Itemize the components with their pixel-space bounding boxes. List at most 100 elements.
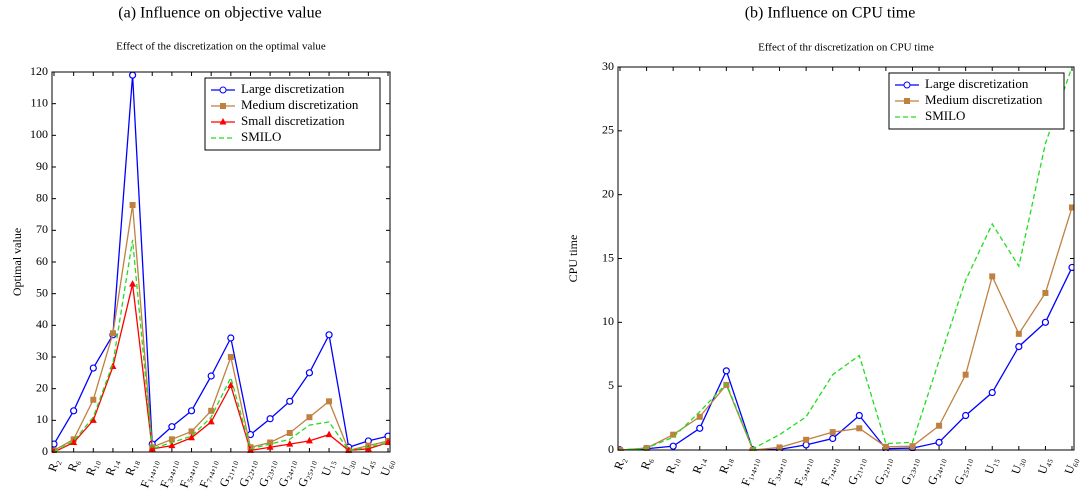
marker (70, 407, 78, 415)
x-tick-label: F₁,₄,₁₀ (738, 455, 761, 487)
x-tick-label: U₃₀ (338, 457, 357, 478)
x-tick-label: R₁₄ (689, 455, 708, 475)
marker (776, 444, 783, 451)
marker (89, 364, 97, 372)
x-tick-label: U₆₀ (1061, 455, 1080, 476)
marker (962, 411, 970, 420)
plot-frame (617, 66, 1075, 451)
marker (1015, 330, 1022, 337)
y-tick-label: 0 (42, 444, 48, 458)
marker (305, 369, 314, 377)
caption: (a) Influence on objective value (118, 5, 321, 22)
legend-label: Medium discretization (925, 92, 1043, 107)
x-tick-label: U₁₅ (318, 457, 337, 478)
marker (618, 447, 623, 451)
marker (803, 436, 810, 443)
x-tick-label: G₂₄,₁₀ (925, 455, 948, 486)
series-line (53, 239, 389, 453)
y-axis-label: CPU time (566, 235, 580, 283)
x-tick-label: R₂ (611, 455, 628, 471)
x-tick-label: R₁₀ (83, 457, 102, 477)
marker (207, 372, 215, 380)
marker (109, 362, 117, 369)
legend-marker (904, 98, 910, 104)
marker (168, 423, 176, 431)
y-tick-label: 20 (36, 380, 48, 394)
x-tick-label: R₆ (638, 455, 655, 471)
y-tick-label: 10 (602, 314, 614, 328)
marker (306, 414, 313, 421)
marker (187, 407, 196, 415)
marker (267, 439, 274, 446)
marker (325, 430, 333, 438)
marker (286, 397, 294, 405)
marker (188, 433, 196, 441)
x-tick-label: U₃₀ (1008, 455, 1027, 476)
y-tick-label: 30 (602, 59, 614, 73)
x-tick-label: G₂₅,₁₀ (951, 455, 974, 486)
marker (856, 425, 863, 432)
legend-marker (220, 103, 226, 109)
y-tick-label: 0 (608, 442, 614, 456)
series-line (619, 66, 1073, 451)
y-tick-label: 10 (36, 412, 48, 426)
chart-title: Effect of the discretization on the opti… (116, 41, 326, 53)
x-tick-label: R₁₈ (122, 457, 141, 477)
marker (936, 422, 943, 429)
marker (829, 434, 837, 443)
marker (1068, 263, 1074, 272)
legend-label: Large discretization (925, 76, 1029, 91)
marker (286, 440, 294, 447)
legend-marker (219, 118, 227, 125)
marker (90, 396, 97, 403)
marker (286, 430, 293, 436)
marker (802, 441, 810, 449)
y-axis-label: Optimal value (10, 228, 24, 296)
y-tick-label: 40 (36, 317, 48, 331)
marker (325, 331, 333, 339)
x-tick-label: G₂₁,₁₀ (845, 455, 868, 486)
y-tick-label: 15 (602, 250, 614, 264)
plot-area (52, 71, 390, 453)
marker (89, 416, 97, 423)
caption: (b) Influence on CPU time (745, 5, 916, 22)
marker (345, 446, 353, 453)
legend-label: Medium discretization (241, 97, 359, 112)
x-tick-label: G₂₃,₁₀ (898, 455, 921, 486)
marker (1069, 204, 1074, 211)
marker (882, 443, 889, 450)
legend-label: Small discretization (241, 113, 345, 128)
marker (1015, 342, 1023, 351)
marker (129, 202, 136, 208)
x-tick-label: R₁₀ (663, 455, 682, 475)
marker (909, 443, 916, 450)
series-line (53, 204, 389, 452)
x-tick-label: F₃,₄,₁₀ (765, 455, 788, 487)
marker (168, 441, 176, 449)
x-tick-label: U₆₀ (377, 457, 396, 478)
marker (384, 438, 390, 445)
x-tick-label: F₇,₄,₁₀ (818, 455, 841, 487)
legend-label: Large discretization (241, 81, 345, 96)
legend-marker (219, 86, 227, 94)
legend-label: SMILO (925, 108, 965, 123)
marker (326, 398, 333, 405)
x-tick-label: R₁₄ (103, 457, 122, 477)
x-tick-label: R₆ (65, 457, 82, 473)
plot-frame (51, 71, 391, 453)
marker (208, 407, 215, 414)
chart-title: Effect of thr discretization on CPU time (758, 42, 934, 54)
x-tick-label: U₄₅ (1035, 455, 1054, 476)
x-tick-label: G₂₅,₁₀ (295, 457, 318, 488)
marker (364, 444, 372, 452)
marker (962, 371, 969, 378)
legend-label: SMILO (241, 129, 281, 144)
marker (227, 334, 235, 342)
marker (128, 71, 137, 79)
marker (52, 440, 58, 448)
x-tick-label: F₅,₄,₁₀ (791, 455, 814, 487)
series-line (619, 207, 1073, 451)
marker (696, 424, 704, 432)
series-line (619, 267, 1073, 451)
